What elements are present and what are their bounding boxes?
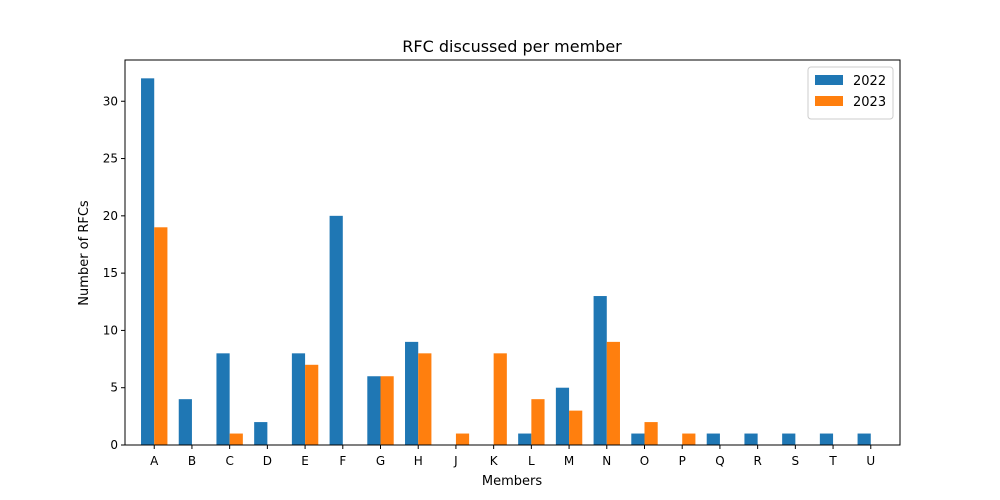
y-tick-label: 10 [103,323,118,337]
bar-2023-H [418,353,432,445]
bar-2023-J [455,433,470,445]
y-tick-label: 25 [103,152,118,166]
legend-swatch-2022 [815,75,843,85]
x-tick-label: G [376,454,385,468]
y-tick-label: 0 [110,438,118,452]
bar-2022-U [857,433,871,445]
bar-2023-L [531,399,545,445]
bar-2022-T [819,433,834,445]
x-tick-label: D [263,454,272,468]
x-tick-label: F [339,454,346,468]
y-tick-label: 15 [103,266,118,280]
bar-2022-A [141,78,155,445]
bar-2023-P [682,433,696,445]
bar-2023-O [644,422,658,445]
y-axis: 0 5 10 15 20 25 30 [103,94,125,452]
bar-2023-C [229,433,243,445]
legend-swatch-2023 [815,96,843,106]
x-tick-label: E [301,454,309,468]
x-tick-label: U [866,454,875,468]
plot-frame [124,59,901,446]
y-tick-label: 20 [103,209,118,223]
x-tick-label: S [792,454,800,468]
bar-2023-K [493,353,507,445]
y-tick-label: 5 [110,381,118,395]
bar-2022-G [367,376,381,445]
x-tick-label: C [225,454,233,468]
bar-2022-B [178,399,192,445]
x-tick-label: O [640,454,649,468]
x-tick-label: T [828,454,837,468]
bar-2022-D [254,422,268,445]
x-tick-label: B [188,454,196,468]
bar-2022-N [593,296,607,445]
bar-2023-G [380,376,394,445]
y-axis-label: Number of RFCs [77,200,92,306]
x-tick-label: J [453,454,458,468]
legend: 2022 2023 [807,66,894,120]
bar-2022-S [782,433,796,445]
x-axis-label: Members [482,474,542,489]
bar-2022-H [405,341,419,445]
bar-2022-M [555,387,570,445]
bar-2022-R [744,433,758,445]
bar-2022-L [518,433,532,445]
bar-2023-M [569,410,583,445]
bar-2023-N [606,341,620,445]
chart-title: RFC discussed per member [402,37,622,56]
x-tick-label: R [753,454,761,468]
bars-group [141,78,871,445]
bar-2022-C [216,353,230,445]
x-tick-label: Q [715,454,724,468]
bar-2022-O [631,433,645,445]
bar-2022-F [329,215,343,445]
bar-2023-A [154,227,168,445]
x-tick-label: P [679,454,686,468]
bar-2023-E [305,364,319,445]
x-tick-label: H [414,454,423,468]
x-tick-label: A [150,454,159,468]
x-tick-label: N [602,454,611,468]
x-tick-label: M [564,454,574,468]
legend-label-2022: 2022 [853,74,886,89]
x-tick-label: K [490,454,499,468]
x-tick-label: L [528,454,535,468]
bar-2022-Q [706,433,720,445]
y-tick-label: 30 [103,94,118,108]
bar-2022-E [291,353,306,445]
legend-label-2023: 2023 [853,95,886,110]
